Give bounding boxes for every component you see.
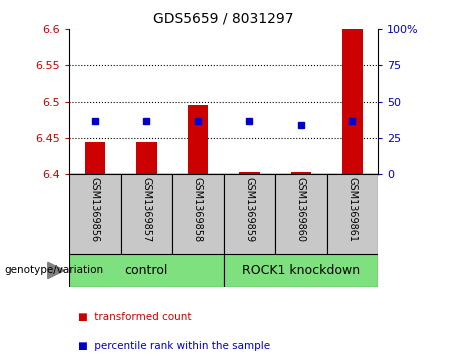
Bar xyxy=(239,172,260,174)
Text: control: control xyxy=(124,264,168,277)
Text: GSM1369860: GSM1369860 xyxy=(296,177,306,242)
Text: GSM1369859: GSM1369859 xyxy=(244,177,254,242)
Text: ■  percentile rank within the sample: ■ percentile rank within the sample xyxy=(78,341,271,351)
Bar xyxy=(275,174,326,254)
Text: GSM1369858: GSM1369858 xyxy=(193,177,203,242)
Bar xyxy=(188,105,208,174)
Bar xyxy=(84,142,105,174)
Bar xyxy=(69,174,121,254)
Bar xyxy=(342,29,362,174)
Polygon shape xyxy=(48,262,65,279)
Bar xyxy=(224,254,378,287)
Bar xyxy=(290,172,311,174)
Bar xyxy=(224,174,275,254)
Text: GSM1369856: GSM1369856 xyxy=(90,177,100,242)
Text: ROCK1 knockdown: ROCK1 knockdown xyxy=(242,264,360,277)
Text: GSM1369861: GSM1369861 xyxy=(347,177,357,242)
Bar xyxy=(121,174,172,254)
Bar xyxy=(69,254,224,287)
Bar xyxy=(326,174,378,254)
Title: GDS5659 / 8031297: GDS5659 / 8031297 xyxy=(154,11,294,25)
Bar xyxy=(136,142,157,174)
Text: GSM1369857: GSM1369857 xyxy=(142,177,151,242)
Text: genotype/variation: genotype/variation xyxy=(5,265,104,276)
Text: ■  transformed count: ■ transformed count xyxy=(78,312,192,322)
Bar xyxy=(172,174,224,254)
